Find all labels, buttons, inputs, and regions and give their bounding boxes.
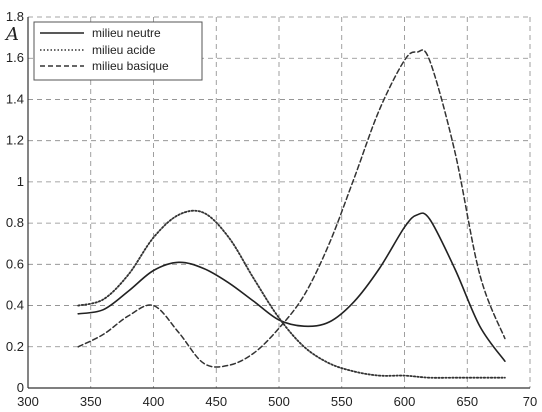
series-line-acide: [77, 209, 506, 379]
legend-label-neutre: milieu neutre: [92, 26, 161, 40]
grid: [28, 16, 531, 388]
x-tick-label: 300: [17, 394, 39, 409]
y-tick-label: 0.8: [6, 215, 24, 230]
y-tick-label: 1.2: [6, 133, 24, 148]
series-line-neutre: [77, 212, 506, 362]
series-group: [77, 49, 506, 379]
x-tick-label: 350: [80, 394, 102, 409]
x-axis-ticks: 300 350 400 450 500 550 600 650 70: [17, 394, 537, 409]
axes: [27, 17, 530, 389]
x-tick-label: 550: [331, 394, 353, 409]
y-tick-label: 0: [17, 380, 24, 395]
legend-box: [33, 21, 203, 81]
legend: milieu neutre milieu acide milieu basiqu…: [33, 21, 203, 81]
x-tick-label: 500: [268, 394, 290, 409]
x-tick-label: 70: [523, 394, 537, 409]
y-tick-label: 1.8: [6, 9, 24, 24]
x-tick-label: 400: [143, 394, 165, 409]
legend-label-basique: milieu basique: [92, 59, 169, 73]
y-tick-label: 1.4: [6, 91, 24, 106]
legend-label-acide: milieu acide: [92, 43, 156, 57]
y-tick-label: 0.2: [6, 339, 24, 354]
y-tick-label: 0.4: [6, 298, 24, 313]
x-tick-label: 600: [394, 394, 416, 409]
y-tick-label: 0.6: [6, 256, 24, 271]
x-tick-label: 650: [456, 394, 478, 409]
x-tick-label: 450: [205, 394, 227, 409]
series-line-basique: [77, 49, 506, 368]
y-tick-label: 1: [17, 174, 24, 189]
y-axis-label: A: [4, 24, 19, 45]
y-axis-ticks: 0 0.2 0.4 0.6 0.8 1 1.2 1.4 1.6 1.8: [6, 9, 24, 395]
y-tick-label: 1.6: [6, 50, 24, 65]
